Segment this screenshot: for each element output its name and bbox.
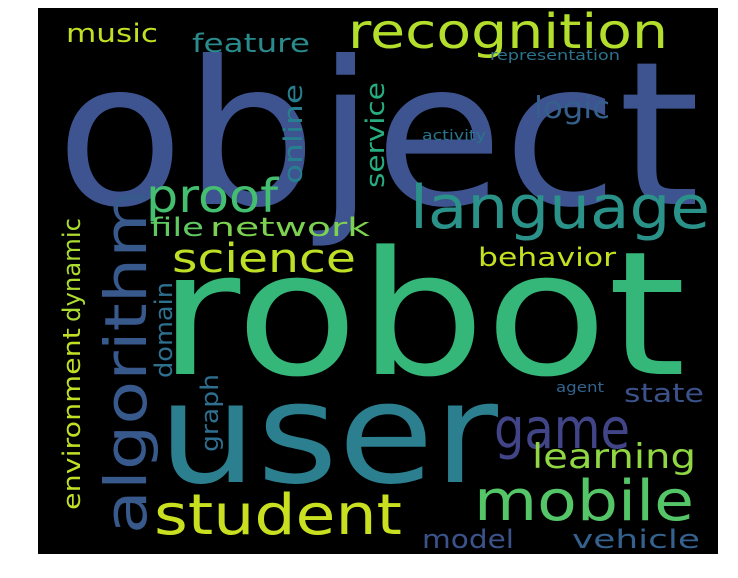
word-robot: robot [158, 214, 686, 415]
word-model: model [422, 525, 514, 554]
word-vehicle: vehicle [572, 525, 700, 554]
word-proof: proof [146, 169, 280, 223]
word-user: user [158, 353, 498, 516]
word-graph: graph [196, 374, 224, 452]
word-learning: learning [532, 437, 696, 477]
word-logic: logic [534, 91, 610, 126]
word-recognition: recognition [348, 8, 668, 60]
word-network: network [210, 213, 370, 243]
word-mobile: mobile [474, 469, 694, 534]
word-dynamic: dynamic [58, 218, 86, 322]
word-feature: feature [192, 29, 310, 59]
word-language: language [410, 173, 710, 243]
word-cloud: object robot user recognition language algori… [38, 8, 718, 554]
word-service: service [361, 82, 391, 188]
word-game: game [494, 397, 630, 462]
word-behavior: behavior [478, 243, 616, 273]
word-science: science [172, 236, 356, 282]
word-agent: agent [556, 380, 605, 396]
word-domain: domain [150, 282, 178, 378]
word-online: online [279, 84, 309, 184]
word-representation: representation [490, 48, 620, 64]
word-student: student [154, 483, 402, 548]
word-music: music [66, 19, 158, 49]
word-algorithm: algorithm [92, 188, 160, 534]
word-state: state [624, 379, 704, 409]
word-object: object [56, 19, 700, 252]
word-activity: activity [422, 128, 486, 144]
word-file: file [150, 213, 204, 243]
cloud-background [38, 8, 718, 554]
word-environment: environment [58, 328, 86, 510]
